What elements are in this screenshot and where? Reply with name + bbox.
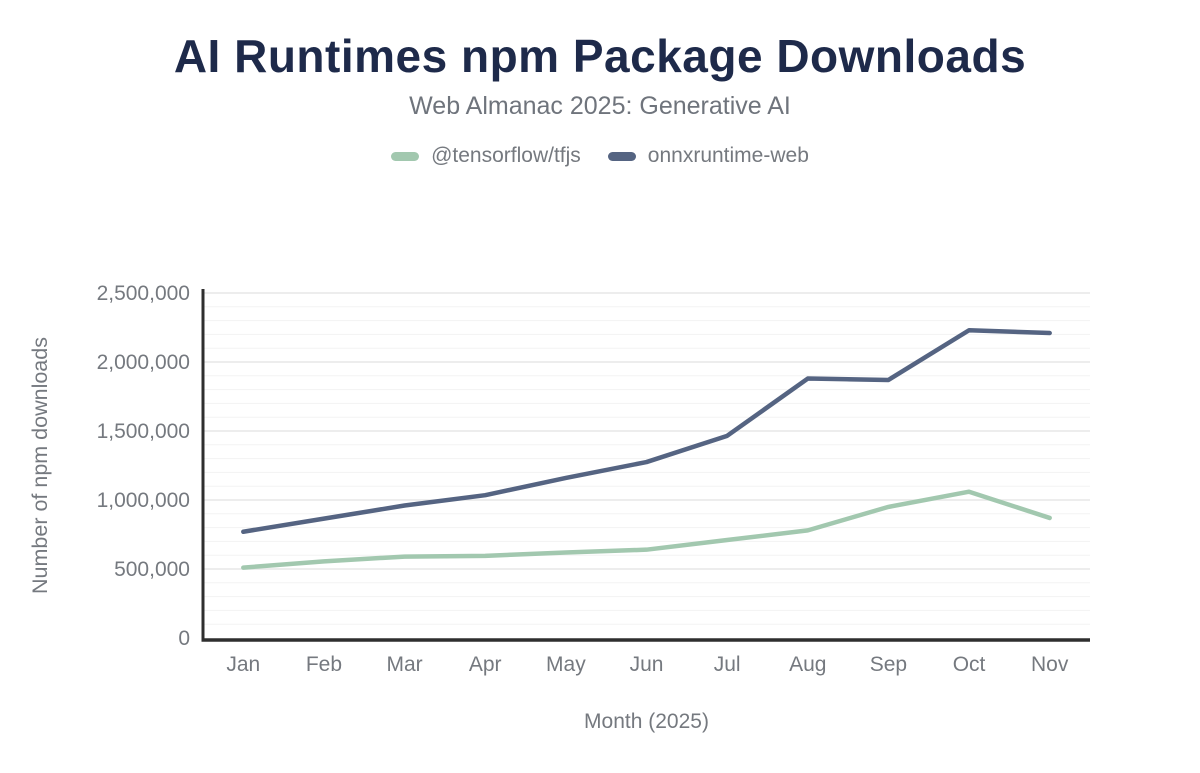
x-tick-label: Nov: [1031, 653, 1069, 676]
x-tick-label: May: [546, 653, 586, 676]
chart-legend: @tensorflow/tfjs onnxruntime-web: [0, 144, 1200, 168]
x-axis-title: Month (2025): [584, 710, 709, 733]
legend-label-tensorflow-tfjs: @tensorflow/tfjs: [431, 144, 581, 168]
series-line-1: [241, 328, 1052, 534]
page-root: AI Runtimes npm Package Downloads Web Al…: [0, 31, 1200, 773]
x-tick-label: Feb: [306, 653, 342, 676]
y-tick-label: 2,500,000: [97, 282, 190, 305]
legend-swatch-tensorflow-tfjs: [391, 151, 420, 161]
legend-swatch-onnxruntime-web: [607, 151, 636, 161]
y-tick-label: 1,500,000: [97, 420, 190, 443]
y-tick-label: 500,000: [114, 558, 190, 581]
legend-item-tensorflow-tfjs: @tensorflow/tfjs: [391, 144, 581, 168]
x-tick-label: Jul: [714, 653, 741, 676]
y-tick-label: 2,000,000: [97, 351, 190, 374]
x-tick-label: Sep: [870, 653, 907, 676]
x-tick-label: Jan: [226, 653, 260, 676]
y-axis-title: Number of npm downloads: [28, 337, 52, 594]
chart-title: AI Runtimes npm Package Downloads: [173, 30, 1027, 82]
x-tick-label: Jun: [630, 653, 664, 676]
x-tick-label: Mar: [387, 653, 423, 676]
x-tick-label: Aug: [789, 653, 826, 676]
y-tick-label: 0: [178, 627, 190, 650]
legend-item-onnxruntime-web: onnxruntime-web: [607, 144, 809, 168]
x-tick-label: Apr: [469, 653, 502, 676]
chart-subtitle: Web Almanac 2025: Generative AI: [409, 91, 791, 120]
x-tick-label: Oct: [953, 653, 986, 676]
series-line-0: [241, 489, 1052, 570]
line-chart-plot: 0 500,000 1,000,000 1,500,000 2,000,000 2,500…: [28, 282, 1090, 733]
legend-label-onnxruntime-web: onnxruntime-web: [647, 144, 809, 168]
y-tick-label: 1,000,000: [97, 489, 190, 512]
